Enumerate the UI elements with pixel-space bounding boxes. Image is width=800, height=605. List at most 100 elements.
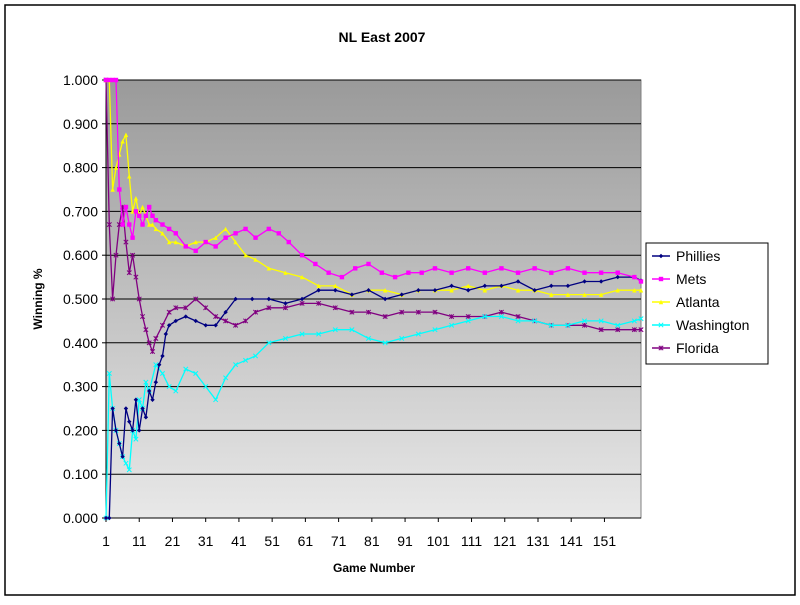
data-point [156,362,162,367]
data-point [160,353,165,359]
data-point [103,77,109,83]
data-point [233,239,238,245]
legend: Phillies Mets Atlanta Washington Florida [645,242,769,365]
data-point [466,288,471,293]
y-tick-label: 0.800 [63,160,98,176]
data-point [392,274,398,280]
data-point [133,436,139,442]
x-tick-label: 111 [461,533,482,549]
data-point [253,257,258,262]
data-point [143,415,149,420]
data-point [466,266,471,271]
data-point [615,288,620,293]
data-point [173,231,178,236]
x-tick-label: 11 [132,533,147,549]
data-point [499,283,504,289]
data-point [140,222,145,227]
data-point [266,296,272,302]
data-point [658,345,664,351]
data-point [173,305,179,311]
data-point [133,209,139,214]
data-point [150,222,155,227]
y-tick-label: 1.000 [63,72,98,88]
data-point [632,288,637,293]
data-point [110,406,115,411]
legend-item-phillies: Phillies [652,248,720,264]
data-point [631,318,637,324]
data-point [166,239,172,245]
data-point [565,292,571,297]
data-point [615,270,620,275]
data-point [223,309,228,315]
data-point [150,213,155,218]
data-point [299,296,305,302]
data-point [153,335,159,341]
x-tick-label: 131 [526,533,550,549]
data-point [130,428,135,433]
data-point [299,274,305,280]
data-point [223,226,228,232]
data-point [159,322,166,328]
data-point [113,252,119,258]
data-point [183,314,188,319]
data-point [532,288,537,293]
series-florida [103,77,644,355]
data-point [449,322,455,328]
data-point [183,305,189,311]
data-point [193,239,198,245]
series-phillies [103,274,644,521]
legend-label: Washington [676,317,749,333]
data-point [143,213,149,218]
data-point [498,309,504,315]
data-point [432,309,438,315]
data-point [399,335,405,341]
data-point [598,292,604,297]
data-point [565,322,571,328]
data-point [120,454,125,459]
y-tick-label: 0.900 [63,116,98,132]
data-point [173,388,179,394]
data-point [233,231,238,236]
legend-label: Florida [676,340,719,356]
data-point [631,327,637,333]
data-point [466,283,471,289]
legend-label: Mets [676,271,706,287]
data-point [166,309,172,315]
data-point [581,318,588,324]
data-point [213,244,218,249]
y-tick-label: 0.200 [63,422,98,438]
data-point [266,266,272,271]
data-point [113,428,119,433]
data-point [252,309,259,315]
y-tick-label: 0.000 [63,510,98,526]
data-point [123,204,129,210]
x-tick-label: 51 [264,533,280,549]
data-point [146,340,152,346]
data-point [382,340,388,346]
data-point [213,323,218,328]
data-point [123,239,129,245]
data-point [110,296,116,302]
data-point [233,296,238,302]
data-point [632,274,637,280]
data-point [223,375,229,381]
data-point [110,77,115,83]
data-point [658,322,664,328]
data-point [137,428,142,433]
data-point [416,288,421,293]
data-point [136,296,142,302]
data-point [316,300,322,306]
data-point [250,296,255,302]
data-point [349,327,355,333]
data-point [449,283,454,289]
data-point [213,397,219,403]
y-axis: 0.000 0.100 0.200 0.300 0.400 0.500 0.600 0.700… [63,72,107,526]
data-point [153,226,159,232]
data-point [432,327,438,333]
data-point [243,253,248,258]
data-point [582,292,587,297]
data-point [193,318,198,324]
data-point [139,313,146,320]
data-point [120,222,125,227]
data-point [113,77,119,83]
